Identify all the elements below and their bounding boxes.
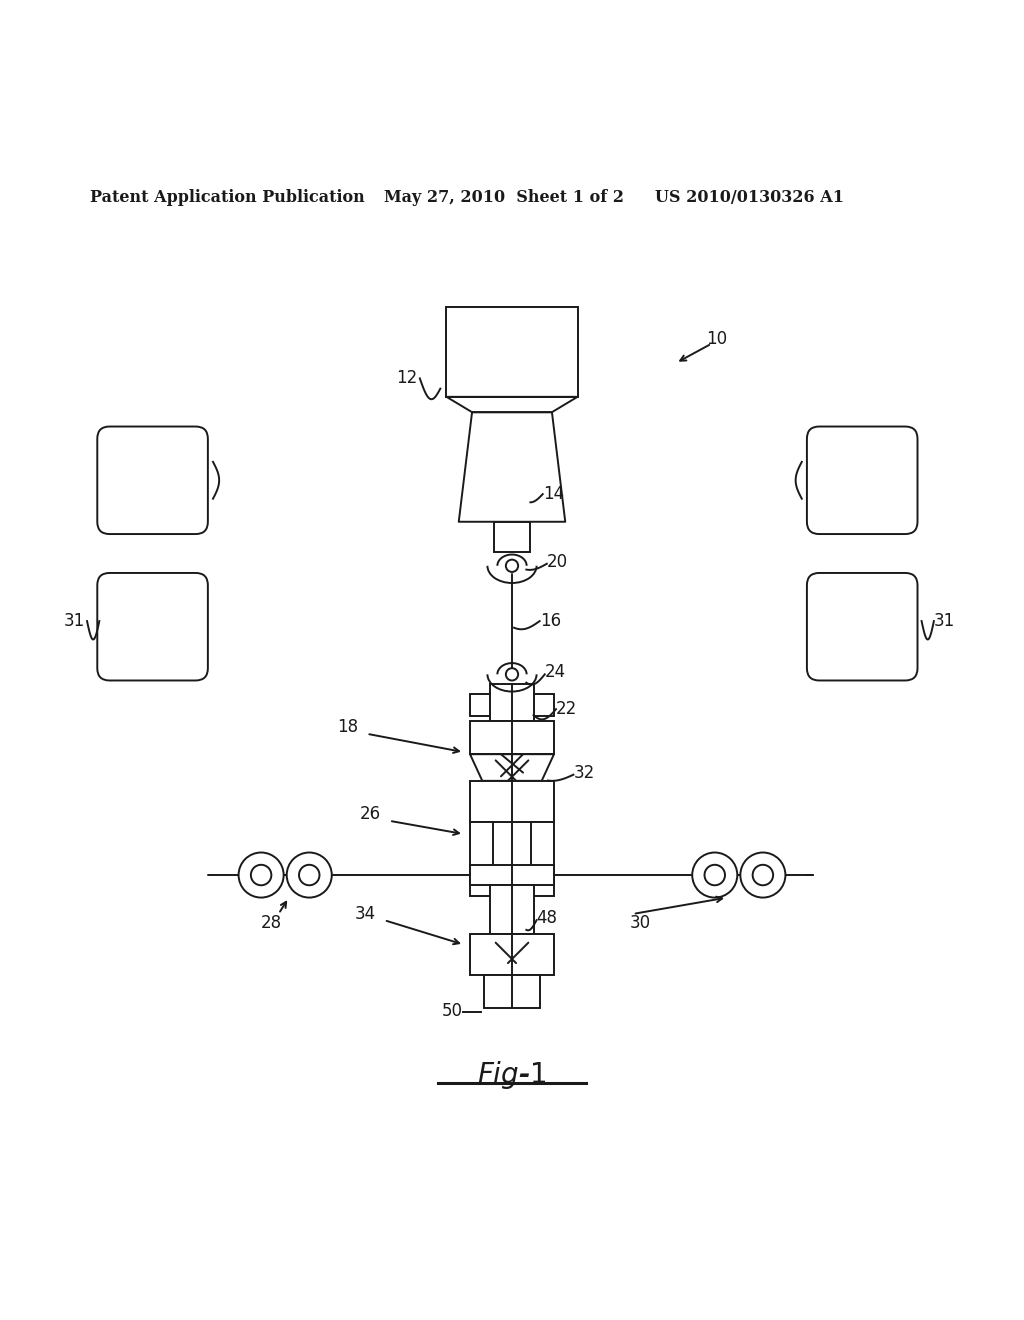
Text: May 27, 2010  Sheet 1 of 2: May 27, 2010 Sheet 1 of 2 (384, 189, 624, 206)
Text: $\mathit{Fig}$-$\mathit{1}$: $\mathit{Fig}$-$\mathit{1}$ (477, 1059, 547, 1090)
Text: 10: 10 (707, 330, 728, 348)
Text: 14: 14 (543, 486, 564, 503)
Bar (490, 684, 534, 722)
Polygon shape (470, 754, 554, 781)
Circle shape (299, 865, 319, 886)
Bar (531, 822, 554, 895)
Circle shape (740, 853, 785, 898)
FancyBboxPatch shape (807, 426, 918, 535)
Text: 48: 48 (537, 909, 558, 927)
Text: 50: 50 (441, 1002, 463, 1020)
Circle shape (753, 865, 773, 886)
Text: 28: 28 (261, 915, 282, 932)
Text: 24: 24 (545, 663, 566, 681)
FancyBboxPatch shape (97, 426, 208, 535)
Bar (470, 935, 554, 975)
Text: 32: 32 (573, 764, 595, 781)
Circle shape (692, 853, 737, 898)
Bar (470, 722, 554, 754)
Bar (470, 822, 493, 895)
Circle shape (287, 853, 332, 898)
Text: 31: 31 (63, 612, 85, 630)
Circle shape (506, 668, 518, 681)
Text: US 2010/0130326 A1: US 2010/0130326 A1 (655, 189, 845, 206)
Text: 34: 34 (354, 906, 376, 923)
Circle shape (506, 560, 518, 572)
Bar (494, 521, 530, 553)
Bar (470, 865, 554, 886)
Text: 31: 31 (934, 612, 955, 630)
Text: 26: 26 (359, 805, 381, 822)
Circle shape (251, 865, 271, 886)
Text: 16: 16 (540, 612, 561, 630)
Bar (490, 886, 534, 935)
Polygon shape (446, 397, 578, 412)
Circle shape (239, 853, 284, 898)
Circle shape (705, 865, 725, 886)
Text: 18: 18 (337, 718, 358, 735)
Bar (446, 306, 578, 397)
Polygon shape (459, 412, 565, 521)
Bar (470, 781, 554, 822)
FancyBboxPatch shape (97, 573, 208, 681)
Text: 22: 22 (556, 700, 578, 718)
Bar (484, 975, 540, 1008)
Text: 20: 20 (547, 553, 568, 570)
Text: 30: 30 (630, 915, 650, 932)
Text: 12: 12 (396, 370, 418, 387)
Text: Patent Application Publication: Patent Application Publication (90, 189, 365, 206)
FancyBboxPatch shape (807, 573, 918, 681)
